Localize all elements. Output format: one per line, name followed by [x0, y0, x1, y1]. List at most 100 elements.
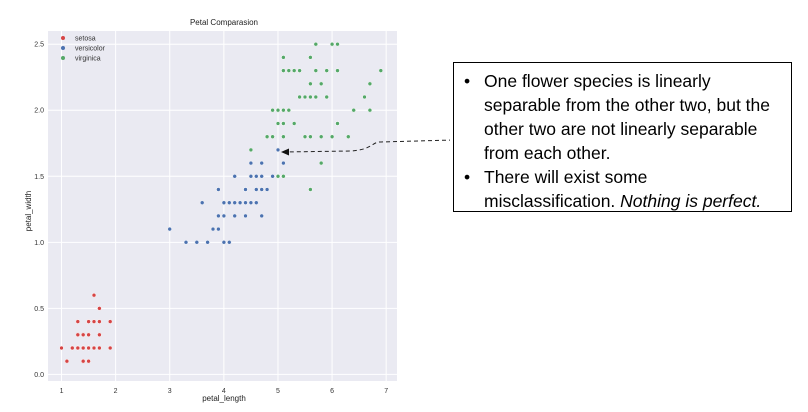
x-tick-label: 7 [384, 388, 388, 395]
point-virginica [346, 134, 351, 139]
point-versicolor [248, 174, 254, 179]
bullet-icon: • [464, 71, 471, 91]
point-setosa [107, 345, 113, 351]
point-versicolor [248, 200, 254, 205]
point-setosa [86, 345, 91, 351]
point-versicolor [243, 213, 248, 219]
legend-marker-virginica [61, 56, 65, 60]
point-versicolor [221, 240, 227, 245]
point-versicolor [254, 200, 259, 205]
legend-label: virginica [75, 56, 101, 63]
point-setosa [91, 292, 97, 298]
point-setosa [75, 345, 81, 351]
point-virginica [302, 134, 308, 139]
scatter-chart: 1 2 3 4 5 6 7 0.0 0.5 1.0 1.5 2.0 2.5 Petal Compara… [24, 18, 450, 403]
point-virginica [281, 121, 286, 126]
point-virginica [286, 68, 292, 73]
point-setosa [91, 319, 97, 324]
point-virginica [270, 134, 275, 139]
point-virginica [313, 94, 319, 100]
legend-label: setosa [75, 36, 96, 43]
point-virginica [302, 94, 308, 100]
callout-bullet-2-emphasis: Nothing is perfect. [620, 191, 762, 211]
callout-arrow-line [283, 139, 450, 153]
point-virginica [318, 81, 324, 87]
point-virginica [335, 68, 340, 73]
callout-bullet-2-text: There will exist some misclassification. [484, 167, 648, 211]
point-versicolor [216, 213, 221, 219]
point-setosa [64, 358, 70, 364]
point-virginica [275, 121, 281, 126]
y-tick-label: 1.5 [34, 174, 44, 181]
point-versicolor [216, 226, 221, 232]
point-versicolor [210, 226, 216, 232]
point-versicolor [254, 187, 259, 192]
y-tick-label: 0.5 [34, 306, 44, 313]
point-virginica [324, 94, 329, 100]
point-setosa [97, 306, 102, 311]
point-virginica [367, 107, 373, 113]
point-virginica [318, 160, 324, 166]
point-virginica [313, 68, 319, 73]
point-versicolor [167, 226, 172, 232]
point-versicolor [248, 160, 254, 166]
x-tick-label: 5 [276, 388, 280, 395]
point-setosa [107, 319, 113, 324]
point-virginica [335, 121, 340, 126]
point-virginica [275, 174, 281, 179]
data-points [59, 41, 384, 364]
point-virginica [281, 107, 286, 113]
point-virginica [308, 55, 313, 60]
point-versicolor [259, 213, 264, 219]
point-virginica [264, 134, 270, 139]
x-axis-label: petal_length [202, 394, 246, 403]
point-setosa [86, 358, 91, 364]
point-virginica [308, 81, 313, 87]
callout-bullet-1: • One flower species is linearly separab… [464, 69, 781, 165]
point-setosa [80, 332, 86, 338]
point-virginica [318, 134, 324, 139]
callout-arrow-head [281, 148, 289, 156]
y-tick-labels: 0.0 0.5 1.0 1.5 2.0 2.5 [34, 42, 44, 379]
y-axis-label: petal_width [24, 191, 33, 231]
point-setosa [80, 358, 86, 364]
point-versicolor [216, 187, 221, 192]
point-versicolor [281, 160, 286, 166]
point-versicolor [205, 240, 210, 245]
point-virginica [281, 174, 286, 179]
point-virginica [313, 41, 319, 47]
point-virginica [335, 41, 340, 47]
point-virginica [324, 68, 329, 73]
point-setosa [59, 345, 64, 351]
point-versicolor [259, 174, 264, 179]
point-versicolor [227, 200, 232, 205]
point-setosa [86, 332, 91, 338]
point-virginica [297, 94, 302, 100]
point-versicolor [221, 213, 227, 219]
y-tick-label: 2.0 [34, 108, 44, 115]
point-versicolor [194, 240, 200, 245]
plot-background [48, 31, 397, 381]
x-tick-labels: 1 2 3 4 5 6 7 [60, 388, 389, 395]
y-tick-label: 2.5 [34, 42, 44, 49]
point-setosa [70, 345, 75, 351]
point-virginica [351, 107, 356, 113]
point-versicolor [232, 213, 237, 219]
point-versicolor [227, 240, 232, 245]
point-virginica [248, 147, 254, 153]
point-setosa [75, 319, 81, 324]
point-virginica [291, 68, 297, 73]
point-virginica [378, 68, 384, 73]
point-virginica [281, 134, 286, 139]
point-virginica [329, 41, 335, 47]
x-tick-label: 2 [114, 388, 118, 395]
point-versicolor [275, 147, 281, 153]
point-virginica [308, 94, 313, 100]
legend: setosa versicolor virginica [61, 36, 106, 63]
callout-bullet-2: • There will exist some misclassificatio… [464, 165, 781, 213]
point-versicolor [183, 240, 189, 245]
y-tick-label: 0.0 [34, 372, 44, 379]
y-tick-label: 1.0 [34, 240, 44, 247]
point-versicolor [270, 174, 275, 179]
point-virginica [297, 68, 302, 73]
